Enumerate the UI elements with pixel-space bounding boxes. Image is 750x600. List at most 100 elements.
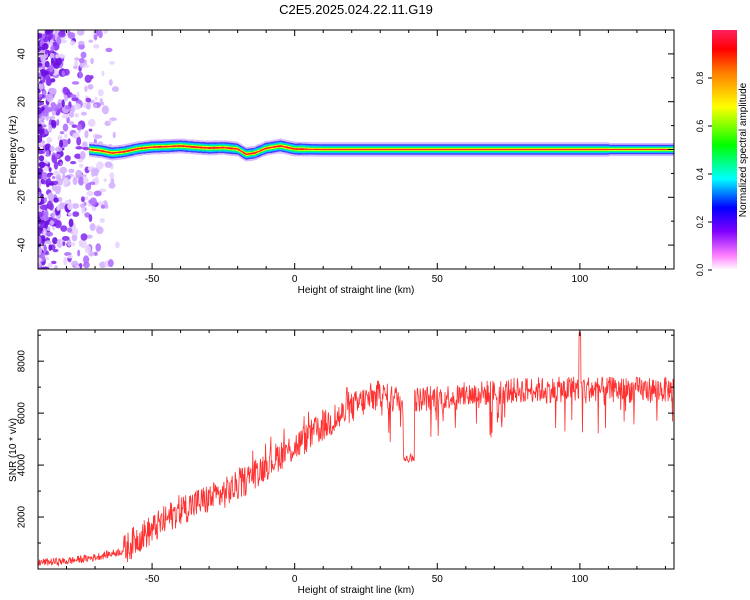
noise-cell xyxy=(53,62,60,69)
noise-cell xyxy=(43,165,49,172)
noise-cell xyxy=(67,212,74,216)
noise-cell xyxy=(109,172,115,179)
noise-cell xyxy=(52,41,57,46)
noise-cell xyxy=(55,220,61,227)
noise-cell xyxy=(59,161,63,166)
heatmap-y-axis: -40 -20 0 20 40 xyxy=(17,29,674,270)
noise-cell xyxy=(67,238,72,247)
noise-cell xyxy=(78,70,83,79)
noise-cell xyxy=(80,174,87,178)
noise-cell xyxy=(44,220,49,230)
noise-cell xyxy=(61,235,70,241)
noise-cell xyxy=(55,146,63,152)
noise-cell xyxy=(46,137,53,143)
noise-cell xyxy=(82,146,90,151)
noise-cell xyxy=(45,93,54,103)
noise-cell xyxy=(67,138,71,145)
colorbar-label: Normalized spectral amplitude xyxy=(738,82,749,217)
noise-cell xyxy=(40,53,46,63)
noise-cell xyxy=(64,133,68,139)
noise-cell xyxy=(75,264,80,269)
noise-cell xyxy=(96,161,104,170)
x-tick-label: -50 xyxy=(145,274,160,285)
noise-cell xyxy=(50,45,55,52)
noise-cell xyxy=(38,48,41,53)
noise-cell xyxy=(48,167,52,173)
y-tick-label: 40 xyxy=(17,48,28,60)
noise-cell xyxy=(107,259,114,268)
noise-cell xyxy=(49,145,55,152)
noise-cell xyxy=(115,241,120,249)
noise-cell xyxy=(67,227,72,233)
noise-cell xyxy=(50,101,56,108)
signal-band-layer xyxy=(89,144,674,156)
noise-cell xyxy=(42,179,47,185)
noise-cell xyxy=(48,116,56,120)
noise-cell xyxy=(38,33,43,39)
heatmap-y-axis-label: Frequency (Hz) xyxy=(8,116,19,185)
noise-cell xyxy=(84,74,92,83)
noise-cell xyxy=(80,51,87,59)
noise-cell xyxy=(51,226,56,231)
noise-cell xyxy=(43,70,49,76)
snr-x-axis: -50 0 50 100 xyxy=(37,330,666,585)
noise-cell xyxy=(49,220,54,226)
noise-cell xyxy=(108,79,113,86)
noise-cell xyxy=(54,185,61,195)
noise-cell xyxy=(80,233,88,241)
x-tick-label: 50 xyxy=(432,274,444,285)
noise-cell xyxy=(71,97,79,102)
x-tick-label: 100 xyxy=(572,274,589,285)
noise-cell xyxy=(38,246,42,256)
noise-cell xyxy=(108,182,116,189)
noise-cell xyxy=(74,153,82,159)
noise-cell xyxy=(41,172,48,180)
noise-cell xyxy=(83,177,89,185)
noise-cell xyxy=(47,262,53,268)
noise-cell xyxy=(59,131,65,135)
noise-cell xyxy=(97,201,105,206)
noise-cell xyxy=(80,196,85,203)
noise-cell xyxy=(89,223,96,232)
noise-cell xyxy=(38,94,43,98)
noise-cell xyxy=(69,161,77,165)
noise-cell xyxy=(59,139,64,148)
noise-cell xyxy=(99,188,107,193)
noise-cell xyxy=(88,214,93,223)
noise-cell xyxy=(55,153,61,159)
snr-x-axis-label: Height of straight line (km) xyxy=(298,585,415,596)
noise-cell xyxy=(38,211,44,217)
y-tick-label: -40 xyxy=(17,237,28,252)
noise-cell xyxy=(41,43,49,50)
noise-cell xyxy=(61,99,65,108)
noise-cell xyxy=(63,94,68,102)
noise-cell xyxy=(96,226,104,235)
noise-cell xyxy=(75,146,83,150)
noise-cell xyxy=(74,60,79,67)
noise-cell xyxy=(38,167,43,174)
noise-cell xyxy=(54,265,58,269)
noise-cell xyxy=(88,181,97,185)
noise-cell xyxy=(49,87,57,95)
noise-cell xyxy=(93,190,102,197)
noise-cell xyxy=(79,150,86,160)
noise-cell xyxy=(63,256,68,266)
noise-cell xyxy=(94,96,98,101)
noise-cell xyxy=(72,132,80,139)
noise-cell xyxy=(100,101,105,106)
noise-cell xyxy=(110,178,115,185)
noise-cell xyxy=(94,134,103,139)
noise-cell xyxy=(42,124,47,128)
noise-cell xyxy=(40,116,46,121)
noise-cell xyxy=(68,168,75,174)
noise-cell xyxy=(97,89,104,97)
noise-cell xyxy=(87,118,96,127)
noise-cell xyxy=(50,78,56,83)
noise-cell xyxy=(76,136,82,146)
colorbar: 0.0 0.2 0.4 0.6 0.8 Normalized spectral ampl… xyxy=(695,30,749,276)
noise-cell xyxy=(48,182,55,186)
noise-cell xyxy=(59,39,68,44)
noise-cell xyxy=(86,190,94,196)
colorbar-gradient xyxy=(712,30,737,270)
